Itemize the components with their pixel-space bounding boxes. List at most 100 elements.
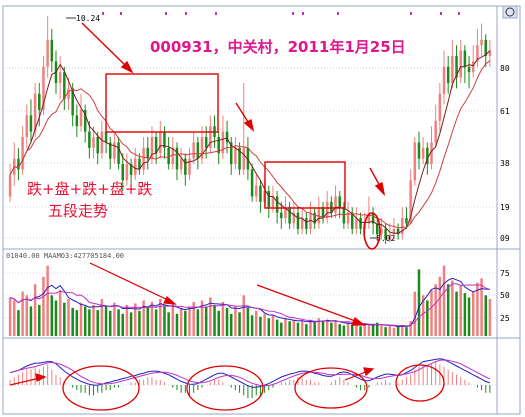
volume-bar: [421, 295, 425, 336]
candle-body: [376, 223, 379, 235]
volume-bar: [238, 312, 241, 336]
volume-bar: [405, 327, 408, 336]
volume-bar: [480, 278, 483, 336]
volume-bar: [463, 293, 467, 336]
volume-bar: [246, 307, 250, 336]
volume-bar: [330, 322, 333, 336]
volume-bar: [250, 315, 254, 336]
volume-bar: [317, 318, 321, 336]
volume-bar: [217, 310, 220, 336]
macd-line: [9, 358, 491, 388]
candle-body: [108, 142, 112, 159]
volume-bar: [467, 297, 471, 336]
volume-bar: [321, 321, 325, 336]
candle-body: [434, 120, 437, 143]
moving-average-lines: [9, 50, 491, 234]
volume-bar: [146, 307, 150, 336]
macd-panel-frame: [2, 337, 521, 415]
candle-body: [46, 39, 49, 67]
candle-body: [488, 50, 492, 56]
candle-body: [63, 72, 66, 100]
volume-bar: [196, 309, 200, 336]
candle-body: [67, 88, 70, 100]
volume-bar: [430, 290, 433, 336]
volume-bar: [359, 326, 362, 336]
candle-body: [17, 158, 20, 170]
volume-bar: [46, 265, 49, 336]
volume-bar: [417, 269, 421, 336]
candle-body: [79, 110, 83, 127]
candle-body: [430, 142, 433, 165]
price-tick: 09: [500, 234, 510, 243]
chart-title: 000931，中关村，2011年1月25日: [150, 38, 406, 56]
volume-bar: [401, 324, 404, 336]
candle-body: [255, 185, 258, 197]
candle-body: [309, 212, 312, 229]
candle-body: [455, 55, 458, 78]
bottom-circle: [363, 212, 381, 250]
volume-bar: [300, 321, 304, 336]
candle-body: [384, 228, 387, 240]
volume-bar: [83, 306, 87, 336]
consolidation-box-1: [105, 73, 219, 133]
macd-histogram: [9, 361, 491, 398]
volume-bar: [209, 297, 212, 336]
volume-bar: [71, 307, 74, 336]
candle-body: [179, 158, 183, 170]
volume-bar: [213, 304, 216, 336]
price-ma-line: [9, 60, 491, 229]
volume-bar: [163, 306, 166, 336]
candle-body: [480, 39, 483, 46]
consolidation-box-2: [264, 161, 346, 209]
candle-body: [196, 142, 200, 159]
volume-bar: [67, 299, 70, 336]
volume-bar: [192, 301, 195, 336]
volume-bar: [54, 300, 58, 336]
candle-body: [100, 131, 104, 154]
candle-body: [321, 207, 325, 219]
volume-ma-lines: [9, 277, 491, 328]
candle-body: [401, 218, 404, 235]
candle-body: [209, 126, 212, 148]
candle-body: [350, 212, 354, 229]
candle-body: [471, 61, 475, 73]
volume-bar: [200, 300, 204, 336]
candle-body: [33, 93, 37, 132]
volume-bar: [396, 326, 400, 336]
candle-body: [175, 147, 179, 170]
top-markers: [102, 12, 460, 15]
candle-body: [150, 137, 154, 159]
volume-bar: [455, 291, 458, 336]
candle-body: [200, 137, 204, 159]
candle-body: [229, 142, 233, 165]
volume-bar: [108, 310, 112, 336]
volume-bar: [484, 295, 487, 336]
volume-bar: [288, 321, 291, 336]
candle-body: [288, 207, 291, 224]
candle-body: [426, 147, 429, 165]
candle-body: [484, 39, 487, 56]
volume-bar: [96, 310, 99, 336]
candle-body: [104, 131, 108, 143]
high-price-label: 10.24: [76, 14, 100, 23]
candle-body: [246, 147, 250, 170]
volume-bar: [75, 310, 79, 336]
volume-bar: [63, 302, 66, 336]
volume-bar: [17, 310, 20, 336]
candle-body: [96, 137, 99, 154]
candle-body: [325, 201, 329, 219]
candle-body: [359, 218, 362, 229]
candle-body: [188, 158, 191, 175]
volume-bar: [442, 265, 446, 336]
candle-body: [313, 212, 316, 224]
candle-body: [292, 212, 296, 224]
corner-clock-icon[interactable]: [502, 5, 518, 19]
volume-bar: [334, 321, 337, 336]
candle-body: [405, 218, 408, 224]
candle-body: [8, 174, 12, 197]
candle-body: [346, 212, 350, 224]
macd-lines: [9, 358, 491, 388]
candle-body: [159, 131, 162, 154]
